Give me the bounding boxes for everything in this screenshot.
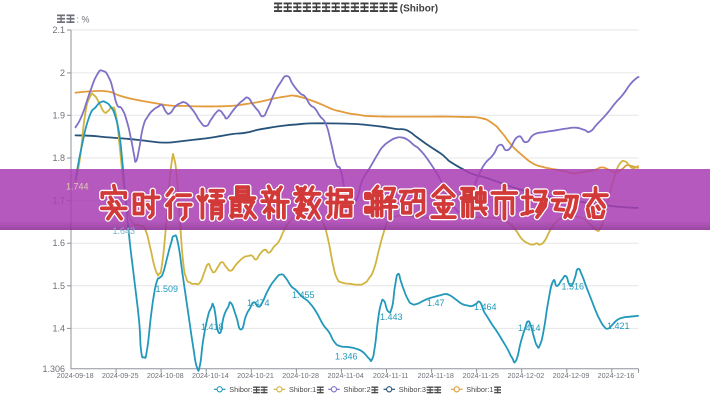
svg-text:1.5: 1.5 xyxy=(52,281,65,291)
svg-text:Shibor:1: Shibor:1 xyxy=(289,385,316,394)
svg-text:2024-10-21: 2024-10-21 xyxy=(237,371,274,380)
svg-text:1.509: 1.509 xyxy=(156,284,179,294)
svg-text:2024-10-08: 2024-10-08 xyxy=(147,371,184,380)
svg-text:2024-11-11: 2024-11-11 xyxy=(373,371,409,380)
svg-text:Shibor:1: Shibor:1 xyxy=(466,385,493,394)
svg-text:1.418: 1.418 xyxy=(201,322,224,332)
svg-text:1.744: 1.744 xyxy=(66,182,89,192)
svg-text:2024-11-04: 2024-11-04 xyxy=(327,371,363,380)
svg-text:1.516: 1.516 xyxy=(562,282,585,292)
svg-text:1.474: 1.474 xyxy=(247,298,270,308)
svg-text:1.443: 1.443 xyxy=(380,312,403,322)
svg-text:2024-12-09: 2024-12-09 xyxy=(553,371,590,380)
svg-text:1.346: 1.346 xyxy=(335,352,358,362)
svg-text:2024-10-28: 2024-10-28 xyxy=(282,371,319,380)
svg-text:1.4: 1.4 xyxy=(52,323,65,333)
svg-text:1.455: 1.455 xyxy=(292,290,315,300)
svg-text:2024-12-02: 2024-12-02 xyxy=(508,371,545,380)
svg-text:2024-10-14: 2024-10-14 xyxy=(192,371,229,380)
svg-text:Shibor:3: Shibor:3 xyxy=(399,385,426,394)
svg-text:1.8: 1.8 xyxy=(52,153,65,163)
svg-text:1.6: 1.6 xyxy=(52,238,65,248)
svg-text:1.9: 1.9 xyxy=(52,110,65,120)
svg-text:1.414: 1.414 xyxy=(518,323,541,333)
svg-text:: %: : % xyxy=(77,15,90,25)
svg-text:Shibor:: Shibor: xyxy=(229,385,252,394)
svg-text:2.1: 2.1 xyxy=(52,25,65,35)
svg-text:2024-11-18: 2024-11-18 xyxy=(418,371,454,380)
svg-text:1.643: 1.643 xyxy=(113,226,136,236)
svg-text:2024-12-16: 2024-12-16 xyxy=(598,371,635,380)
svg-text:(Shibor): (Shibor) xyxy=(400,3,438,14)
svg-text:2024-11-25: 2024-11-25 xyxy=(463,371,499,380)
svg-text:2024-09-25: 2024-09-25 xyxy=(102,371,139,380)
svg-text:2024-09-18: 2024-09-18 xyxy=(57,371,94,380)
svg-text:1.47: 1.47 xyxy=(427,298,445,308)
svg-text:1.306: 1.306 xyxy=(42,364,65,374)
svg-text:1.464: 1.464 xyxy=(474,302,497,312)
svg-text:1.421: 1.421 xyxy=(607,321,630,331)
svg-text:2: 2 xyxy=(60,68,65,78)
svg-text:Shibor:2: Shibor:2 xyxy=(344,385,371,394)
